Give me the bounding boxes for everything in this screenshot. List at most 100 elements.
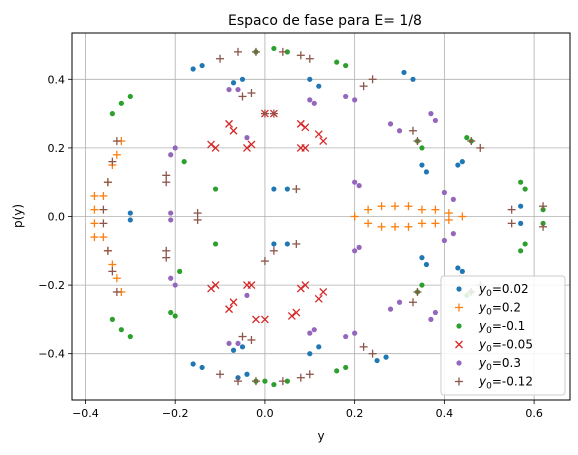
data-point (311, 327, 317, 333)
series-1-points (90, 137, 467, 296)
data-point (518, 179, 524, 185)
data-point (292, 185, 301, 194)
data-point (307, 330, 313, 336)
data-point (251, 377, 260, 386)
data-point (522, 241, 528, 247)
chart-title: Espaco de fase para E= 1/8 (228, 13, 422, 29)
data-point (211, 143, 220, 152)
data-point (271, 45, 277, 52)
grid-lines (72, 33, 570, 400)
legend-marker-3 (455, 340, 463, 349)
data-point (319, 287, 328, 296)
legend-label-4: y0=0.3 (478, 356, 521, 373)
data-point (444, 215, 453, 224)
data-point (305, 54, 314, 63)
data-point (90, 205, 99, 214)
data-point (260, 315, 269, 324)
data-point (391, 202, 400, 211)
data-point (168, 152, 174, 158)
data-point (352, 97, 358, 103)
data-point (316, 83, 322, 89)
data-point (432, 309, 439, 316)
data-point (296, 51, 305, 60)
data-point (226, 86, 232, 93)
data-point (334, 368, 340, 374)
data-point (419, 255, 425, 261)
legend-label-3: y0=-0.05 (478, 338, 533, 355)
data-point (352, 248, 358, 254)
data-point (262, 378, 268, 384)
data-point (211, 281, 220, 290)
data-point (284, 378, 290, 384)
data-point (118, 100, 124, 106)
data-point (127, 93, 133, 100)
data-point (251, 47, 260, 56)
data-point (419, 162, 425, 168)
series-3-points (207, 109, 328, 324)
data-point (467, 137, 476, 146)
data-point (243, 143, 251, 152)
data-point (103, 246, 112, 255)
data-point (334, 59, 340, 65)
data-point (162, 171, 171, 180)
data-point (307, 76, 313, 82)
data-point (112, 274, 121, 283)
data-point (292, 239, 301, 248)
data-point (168, 275, 174, 281)
data-point (234, 47, 242, 56)
data-point (450, 231, 456, 237)
legend-marker-0 (456, 286, 462, 292)
data-point (118, 327, 124, 333)
data-point (305, 370, 314, 379)
data-point (377, 202, 386, 211)
data-point (343, 93, 349, 100)
x-tick-label: 0.2 (346, 407, 364, 420)
data-point (441, 237, 447, 244)
data-point (404, 202, 413, 211)
data-point (112, 137, 121, 146)
data-point (112, 150, 121, 159)
series-4-points (168, 86, 456, 347)
data-point (247, 281, 256, 290)
data-point (216, 54, 225, 63)
data-point (314, 130, 323, 139)
data-point (419, 145, 425, 151)
data-point (247, 140, 256, 149)
data-point (229, 126, 238, 135)
data-point (172, 313, 178, 319)
data-point (459, 268, 465, 274)
data-point (229, 298, 238, 307)
data-point (387, 306, 394, 312)
y-axis-label: p(y) (11, 204, 25, 228)
data-point (431, 205, 440, 214)
data-point (455, 265, 461, 271)
data-point (207, 140, 216, 149)
data-point (247, 335, 256, 344)
data-point (108, 260, 117, 269)
data-point (377, 222, 386, 231)
legend-label-0: y0=0.02 (478, 282, 529, 299)
data-point (271, 381, 277, 388)
data-point (212, 186, 219, 192)
data-point (352, 330, 358, 336)
data-point (413, 287, 422, 296)
data-point (278, 47, 287, 56)
data-point (368, 349, 377, 358)
legend-marker-5 (455, 377, 463, 386)
data-point (181, 159, 187, 165)
data-point (417, 219, 426, 228)
data-point (350, 212, 359, 221)
data-point (301, 281, 310, 290)
data-point (235, 86, 241, 93)
data-point (109, 111, 115, 117)
data-point (239, 76, 246, 82)
legend-marker-2 (456, 323, 462, 329)
data-point (212, 241, 219, 247)
data-point (108, 157, 117, 166)
data-point (99, 219, 108, 228)
data-point (292, 308, 301, 317)
data-point (235, 340, 241, 347)
data-point (450, 196, 456, 202)
legend-box (440, 275, 566, 396)
data-point (431, 219, 440, 228)
